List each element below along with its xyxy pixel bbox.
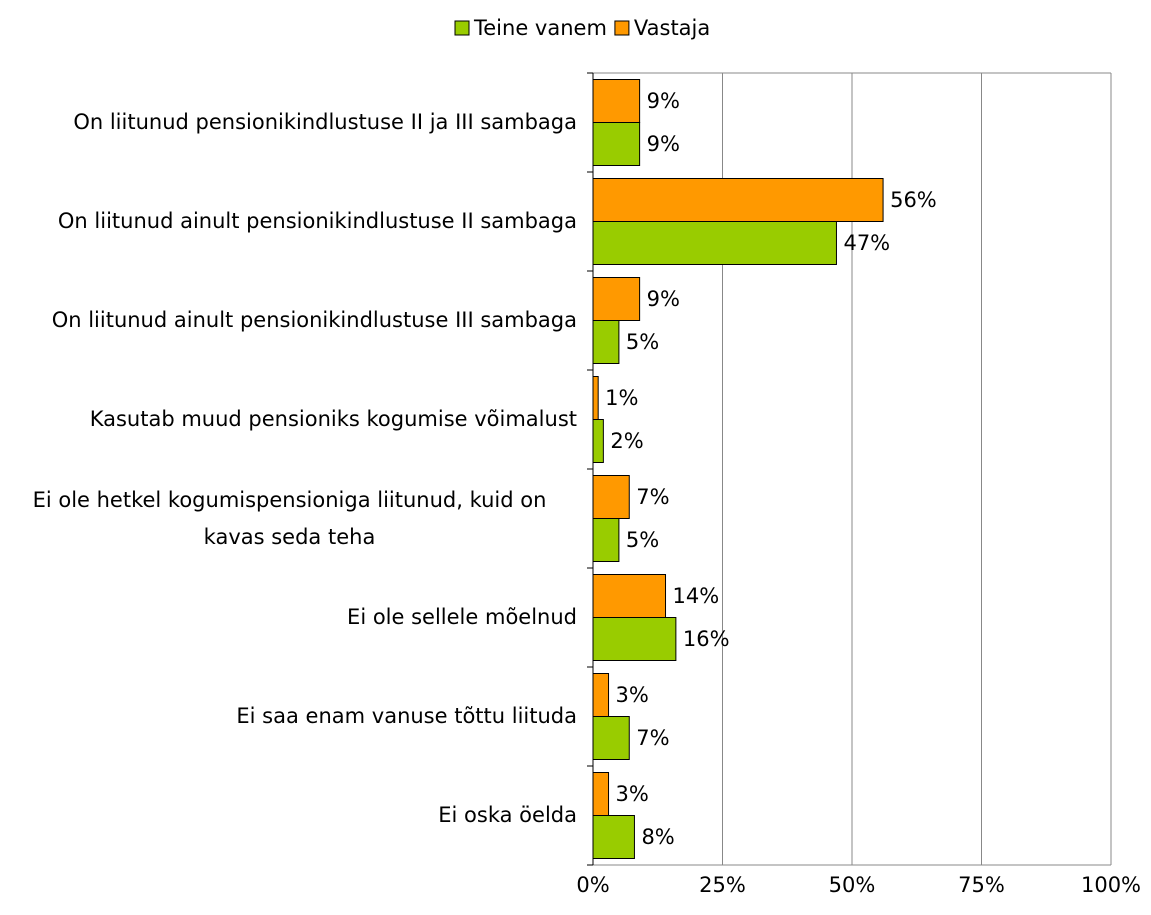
bar bbox=[592, 419, 604, 463]
legend-swatch bbox=[454, 20, 470, 36]
data-label: 7% bbox=[636, 726, 669, 750]
x-tick-label: 0% bbox=[576, 873, 609, 897]
data-label: 9% bbox=[647, 89, 680, 113]
data-label: 16% bbox=[683, 627, 730, 651]
bar bbox=[592, 574, 667, 618]
bar bbox=[592, 475, 630, 519]
data-label: 14% bbox=[673, 584, 720, 608]
bar bbox=[592, 221, 837, 265]
data-label: 2% bbox=[610, 429, 643, 453]
data-label: 47% bbox=[843, 231, 890, 255]
y-tick-label: Ei saa enam vanuse tõttu liituda bbox=[236, 704, 577, 728]
bar bbox=[592, 277, 641, 321]
bar bbox=[592, 716, 630, 760]
data-label: 7% bbox=[636, 485, 669, 509]
bar bbox=[592, 178, 884, 222]
y-tick-label-box: On liitunud pensionikindlustuse II ja II… bbox=[2, 73, 577, 172]
legend-label: Vastaja bbox=[634, 16, 710, 40]
bar bbox=[592, 320, 620, 364]
y-tick-label: Ei oska öelda bbox=[438, 803, 577, 827]
legend-label: Teine vanem bbox=[473, 16, 607, 40]
x-tick-label: 25% bbox=[699, 873, 746, 897]
bar bbox=[592, 122, 641, 166]
y-tick-label-box: Ei oska öelda bbox=[2, 766, 577, 865]
data-label: 3% bbox=[616, 782, 649, 806]
data-label: 9% bbox=[647, 287, 680, 311]
y-tick-label: Ei ole sellele mõelnud bbox=[347, 605, 577, 629]
x-tick-label: 50% bbox=[829, 873, 876, 897]
bar bbox=[592, 79, 641, 123]
y-tick-label-box: On liitunud ainult pensionikindlustuse I… bbox=[2, 172, 577, 271]
y-tick-label-box: On liitunud ainult pensionikindlustuse I… bbox=[2, 271, 577, 370]
bar bbox=[592, 617, 677, 661]
data-label: 3% bbox=[616, 683, 649, 707]
legend-swatch bbox=[614, 20, 630, 36]
y-tick-label: Ei ole hetkel kogumispensioniga liitunud… bbox=[32, 487, 547, 549]
y-tick-label-box: Ei ole hetkel kogumispensioniga liitunud… bbox=[2, 469, 577, 568]
x-tick-label: 100% bbox=[1081, 873, 1141, 897]
y-tick-label: On liitunud pensionikindlustuse II ja II… bbox=[73, 110, 577, 134]
bar bbox=[592, 815, 635, 859]
y-tick-label-box: Ei saa enam vanuse tõttu liituda bbox=[2, 667, 577, 766]
bar bbox=[592, 376, 599, 420]
y-tick-label-box: Kasutab muud pensioniks kogumise võimalu… bbox=[2, 370, 577, 469]
y-tick-label: Kasutab muud pensioniks kogumise võimalu… bbox=[89, 407, 577, 431]
bar bbox=[592, 673, 610, 717]
x-tick-label: 75% bbox=[958, 873, 1005, 897]
data-label: 5% bbox=[626, 330, 659, 354]
data-label: 1% bbox=[605, 386, 638, 410]
data-label: 56% bbox=[890, 188, 937, 212]
bar bbox=[592, 772, 610, 816]
data-label: 5% bbox=[626, 528, 659, 552]
bar bbox=[592, 518, 620, 562]
y-tick-label: On liitunud ainult pensionikindlustuse I… bbox=[57, 209, 577, 233]
y-tick-label-box: Ei ole sellele mõelnud bbox=[2, 568, 577, 667]
data-label: 9% bbox=[647, 132, 680, 156]
data-label: 8% bbox=[641, 825, 674, 849]
y-tick-label: On liitunud ainult pensionikindlustuse I… bbox=[51, 308, 577, 332]
